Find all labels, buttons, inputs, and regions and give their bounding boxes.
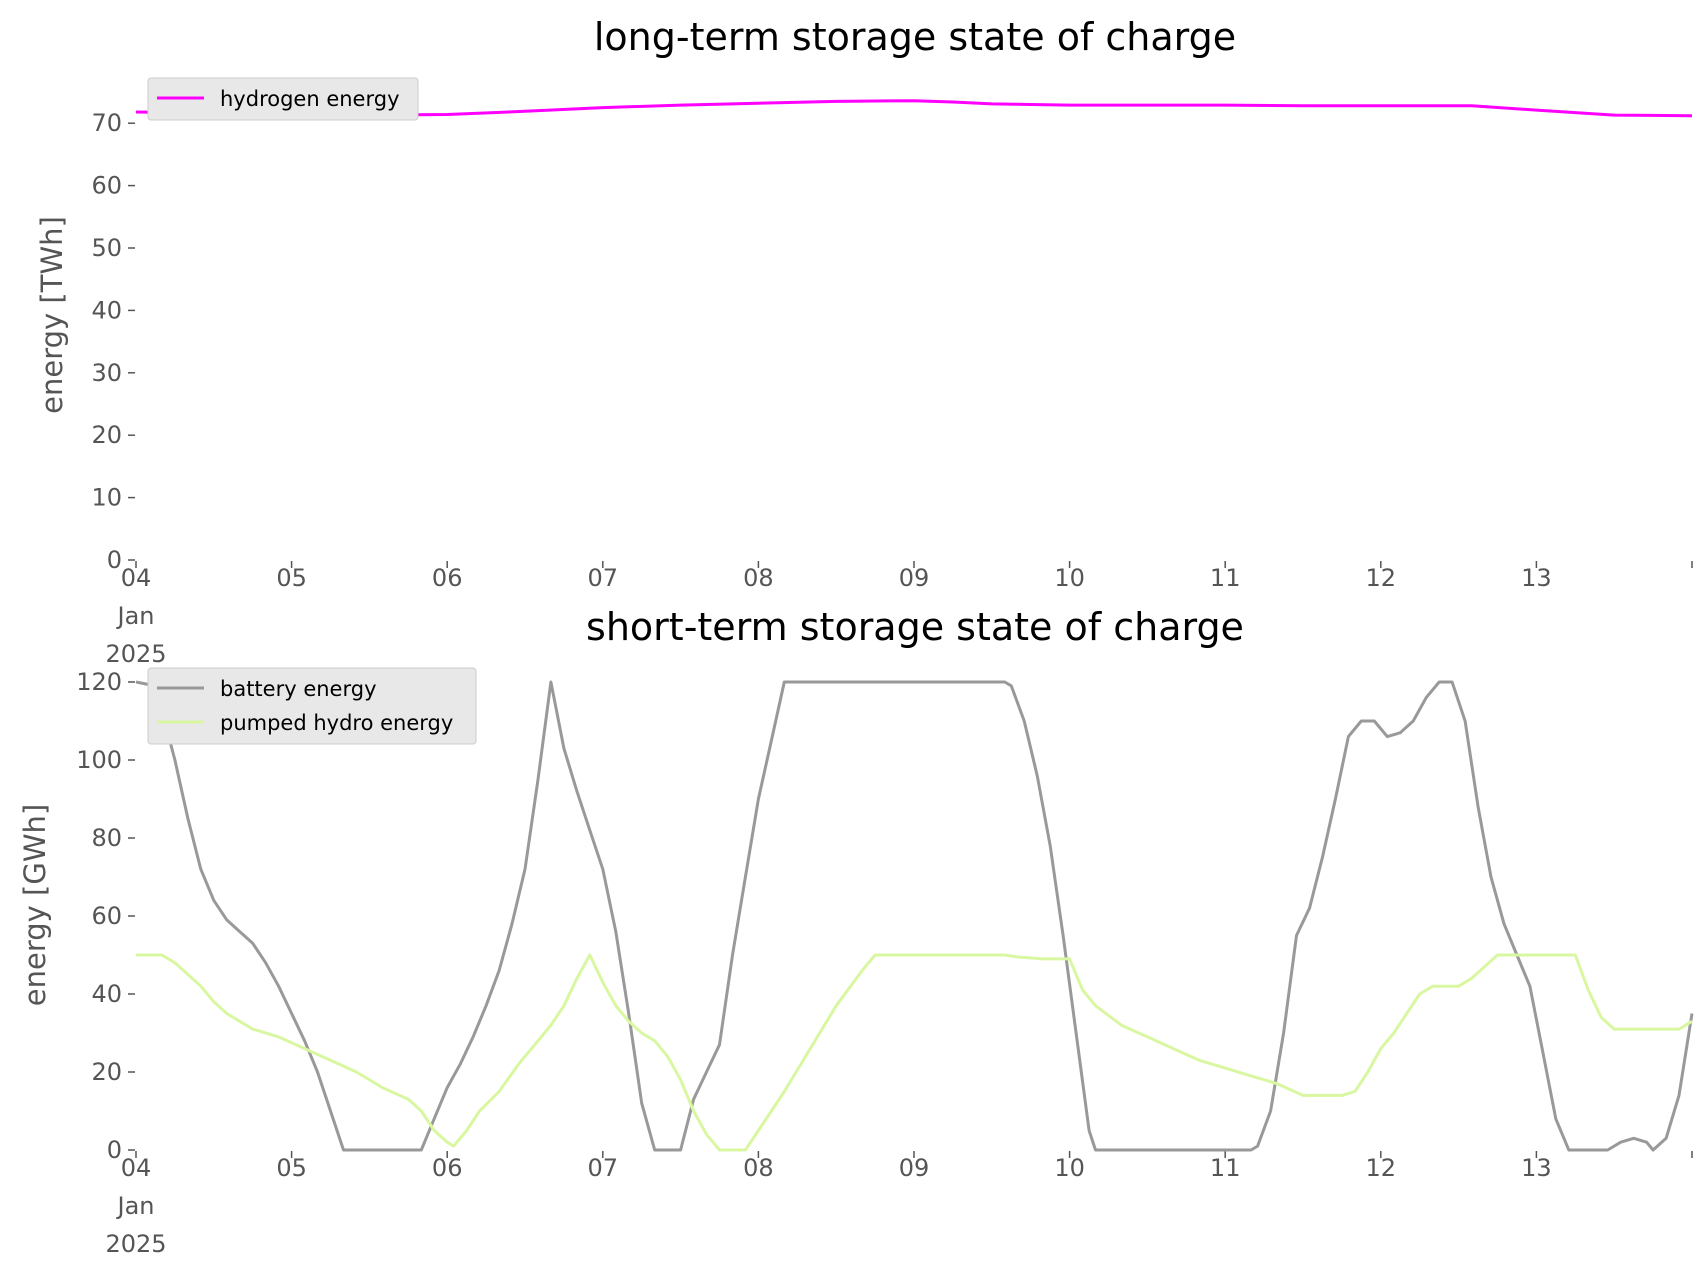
- x-tick-label: 06: [432, 564, 463, 592]
- legend-label-battery: battery energy: [220, 677, 377, 701]
- x-tick-label: 13: [1521, 564, 1552, 592]
- series-layer: [135, 680, 1694, 1152]
- y-tick-label: 70: [91, 109, 122, 137]
- axis-ticks: 0 20 40 60 80 100 120 04 Jan 2025 05 06 07 08 09 10 11 12…: [76, 668, 1693, 1258]
- x-tick-label: 04: [121, 564, 152, 592]
- x-tick-label: 2025: [105, 640, 166, 668]
- y-tick-label: 60: [91, 902, 122, 930]
- x-tick-label: 06: [432, 1154, 463, 1182]
- x-tick-label: 05: [276, 1154, 307, 1182]
- legend: hydrogen energy: [147, 77, 419, 121]
- x-tick-label: 09: [899, 564, 930, 592]
- axis-ticks: 0 10 20 30 40 50 60 70 04 Jan 2025 05 06 07 08 09 10 11 12…: [91, 109, 1693, 668]
- x-tick-label: Jan: [116, 602, 155, 630]
- y-tick-label: 100: [76, 746, 122, 774]
- series-line-battery-energy: [135, 680, 1694, 1152]
- y-tick-label: 0: [107, 1136, 122, 1164]
- x-tick-label: 2025: [105, 1230, 166, 1258]
- y-axis-label: energy [GWh]: [18, 804, 52, 1006]
- x-tick-label: 05: [276, 564, 307, 592]
- x-tick-label: 12: [1366, 1154, 1397, 1182]
- y-tick-label: 60: [91, 172, 122, 200]
- x-tick-label: 13: [1521, 1154, 1552, 1182]
- y-tick-label: 30: [91, 359, 122, 387]
- legend-box: [147, 667, 477, 745]
- x-tick-label: 07: [588, 564, 619, 592]
- y-axis-label: energy [TWh]: [35, 216, 69, 414]
- y-tick-label: 80: [91, 824, 122, 852]
- y-tick-label: 20: [91, 421, 122, 449]
- x-tick-label: 11: [1210, 564, 1241, 592]
- y-tick-label: 50: [91, 234, 122, 262]
- x-tick-label: 07: [588, 1154, 619, 1182]
- legend: battery energy pumped hydro energy: [147, 667, 477, 745]
- x-tick-label: 08: [743, 564, 774, 592]
- x-tick-label: 10: [1054, 564, 1085, 592]
- chart-panel-short-term: short-term storage state of charge energ…: [18, 605, 1694, 1258]
- x-tick-label: 04: [121, 1154, 152, 1182]
- y-tick-label: 40: [91, 980, 122, 1008]
- x-tick-label: 08: [743, 1154, 774, 1182]
- legend-label-pumped-hydro: pumped hydro energy: [220, 711, 453, 735]
- chart-panel-long-term: long-term storage state of charge energy…: [35, 15, 1693, 668]
- legend-label-hydrogen: hydrogen energy: [220, 87, 400, 111]
- series-line-pumped-hydro-energy: [136, 953, 1693, 1152]
- y-tick-label: 10: [91, 484, 122, 512]
- x-tick-label: 11: [1210, 1154, 1241, 1182]
- x-tick-label: 09: [899, 1154, 930, 1182]
- legend-box: [147, 77, 419, 121]
- y-tick-label: 120: [76, 668, 122, 696]
- x-tick-label: Jan: [116, 1192, 155, 1220]
- y-tick-label: 40: [91, 296, 122, 324]
- chart-title: long-term storage state of charge: [594, 15, 1236, 59]
- chart-title: short-term storage state of charge: [586, 605, 1244, 649]
- y-tick-label: 0: [107, 546, 122, 574]
- x-tick-label: 10: [1054, 1154, 1085, 1182]
- y-tick-label: 20: [91, 1058, 122, 1086]
- x-tick-label: 12: [1366, 564, 1397, 592]
